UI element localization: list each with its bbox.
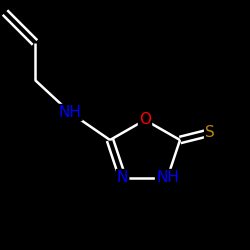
Text: N: N: [117, 170, 128, 185]
Text: NH: NH: [58, 105, 82, 120]
Text: O: O: [139, 112, 151, 128]
Text: NH: NH: [156, 170, 179, 185]
Text: S: S: [205, 125, 215, 140]
